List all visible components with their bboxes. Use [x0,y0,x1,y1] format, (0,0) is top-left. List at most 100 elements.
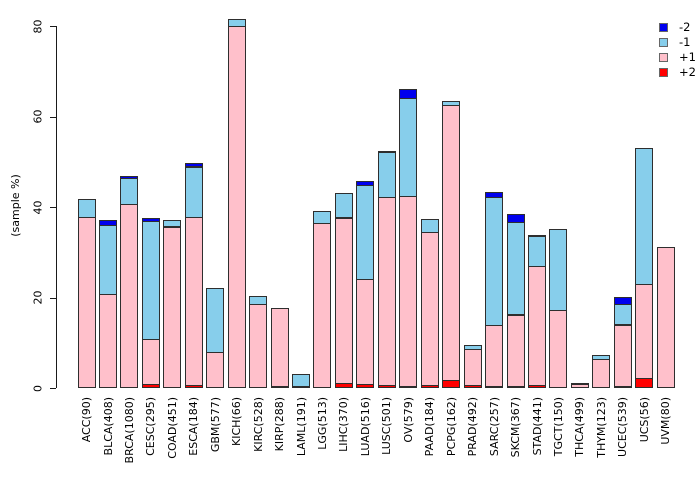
bar-segment-plus1 [442,104,461,381]
bar-segment-minus1 [635,147,654,286]
x-tick-label: PCPG(162) [444,397,458,457]
x-tick-label: COAD(451) [165,397,179,459]
x-tick-label: TGCT(150) [551,397,565,457]
x-tick-label: CESC(295) [144,397,158,456]
y-tick-mark [50,26,56,27]
x-tick-label: KICH(66) [230,397,244,446]
x-tick-label: LUSC(501) [380,397,394,455]
bar-segment-minus1 [77,198,96,219]
x-tick-label: ACC(90) [80,397,93,443]
legend-item: +2 [652,65,696,80]
bar-segment-minus2 [613,297,632,306]
legend-label: +2 [679,65,696,79]
x-tick-label: THCA(499) [573,397,587,457]
bar-segment-minus1 [206,287,225,353]
legend: -2 -1 +1 +2 [652,20,696,80]
legend-item: +1 [652,50,696,65]
y-tick-mark [50,116,56,118]
bar-segment-minus1 [399,97,418,197]
bar-segment-minus2 [506,214,525,224]
bar-segment-plus1 [270,308,289,388]
bar-segment-plus1 [120,203,139,388]
bar-segment-plus2 [635,377,654,388]
bar-segment-minus2 [377,150,396,153]
bar-segment-minus1 [141,220,160,341]
bar-segment-plus1 [485,325,504,388]
x-tick-label: SARC(257) [487,397,501,457]
y-tick-label: 80 [31,19,45,33]
bar-segment-plus1 [184,217,203,387]
y-tick-label: 60 [31,109,45,124]
bar-segment-plus1 [656,247,675,388]
bar-segment-minus2 [356,180,375,186]
bar-segment-minus2 [528,234,546,238]
x-tick-label: PAAD(184) [423,397,437,457]
y-tick-mark [50,297,56,299]
bar-segment-minus1 [442,101,461,106]
bar-segment-minus1 [313,210,332,225]
bar-segment-plus1 [549,309,568,388]
bar-segment-plus2 [442,379,461,388]
legend-swatch-icon [659,68,668,77]
bar-segment-minus1 [163,219,182,228]
x-tick-label: SKCM(367) [509,397,522,458]
x-tick-label: ESCA(184) [187,397,201,456]
bar-segment-minus2 [141,217,160,222]
bar-segment-minus1 [120,178,139,205]
bar-segment-minus1 [420,218,439,233]
y-tick-mark [50,207,56,208]
bar-segment-minus1 [463,344,482,350]
y-tick-mark [50,388,56,389]
bar-segment-minus2 [120,176,139,180]
x-tick-label: STAD(441) [530,397,544,456]
bar-segment-plus1 [249,303,268,388]
x-tick-label: LAML(191) [294,397,308,457]
bar-segment-plus1 [163,226,182,388]
legend-item: -2 [652,20,696,35]
legend-label: -1 [679,35,691,49]
bar-segment-minus1 [184,166,203,219]
y-tick-label: 20 [31,290,45,305]
x-tick-label: UCEC(539) [616,397,630,457]
bar-segment-minus1 [249,296,268,305]
x-tick-label: BRCA(1080) [122,397,136,464]
x-tick-label: KIRC(528) [251,397,265,452]
bar-segment-plus1 [377,196,396,387]
bar-segment-minus2 [485,191,504,198]
y-tick-label: 0 [31,384,45,392]
legend-swatch-icon [659,23,668,32]
bar-segment-plus1 [141,339,160,385]
y-axis-line [56,26,57,388]
legend-item: -1 [652,35,696,50]
bar-segment-plus1 [313,223,332,388]
bar-segment-minus2 [399,88,418,99]
bar-segment-plus1 [77,217,96,388]
x-tick-label: THYM(123) [594,397,608,458]
x-tick-label: PRAD(492) [466,397,480,457]
bar-segment-plus1 [399,195,418,387]
bar-segment-plus1 [227,26,246,388]
bar-segment-minus2 [184,162,203,168]
x-tick-label: KIRP(288) [273,397,286,452]
x-tick-label: LUAD(516) [358,397,372,457]
bar-segment-minus1 [549,229,568,311]
bar-segment-minus1 [506,222,525,316]
bar-segment-plus1 [592,358,611,388]
bar-segment-plus1 [99,293,117,388]
bar-segment-minus1 [570,382,589,385]
bar-segment-plus1 [506,314,525,388]
legend-label: +1 [679,50,696,64]
y-axis-title: (sample %) [9,174,22,237]
legend-swatch-icon [659,38,668,47]
bar-segment-plus1 [613,324,632,388]
bar-segment-minus1 [377,152,396,198]
bar-segment-minus1 [227,18,246,27]
bar-segment-minus1 [292,373,310,387]
bar-segment-minus2 [99,219,117,226]
x-tick-label: UVM(80) [659,397,673,445]
bar-segment-plus1 [334,217,353,384]
x-tick-label: GBM(577) [208,397,222,453]
bar-segment-plus1 [635,284,654,379]
bar-segment-plus1 [420,231,439,386]
bar-segment-minus1 [99,224,117,295]
